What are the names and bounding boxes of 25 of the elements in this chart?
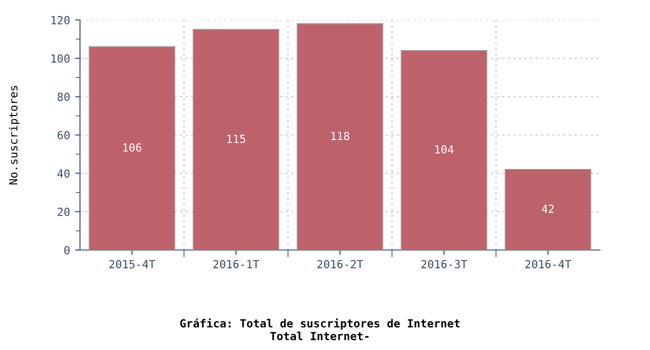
y-tick-label: 60 [58, 131, 70, 140]
y-axis-title: No.suscriptores [8, 86, 20, 184]
y-tick-label: 80 [58, 92, 70, 102]
data-label: 106 [123, 143, 142, 152]
x-tick-label: 2016-2T [317, 260, 364, 268]
y-tick-label: 100 [52, 54, 70, 63]
data-label: 42 [542, 204, 554, 213]
data-label: 118 [331, 132, 350, 140]
x-tick-label: 2016-3T [421, 260, 468, 268]
y-tick-label: 20 [58, 208, 70, 216]
data-label: 104 [435, 145, 454, 154]
data-label: 115 [227, 134, 246, 144]
x-tick-label: 2015-4T [109, 260, 156, 268]
bar [504, 168, 592, 250]
x-tick-label: 2016-4T [525, 260, 572, 268]
y-tick-label: 120 [52, 16, 70, 24]
text: Gráfica: Total de suscriptores de Internet [180, 318, 460, 330]
y-tick-label: 0 [64, 246, 70, 254]
bar [192, 29, 280, 250]
x-tick-label: 2016-1T [213, 260, 260, 268]
bar [400, 50, 488, 250]
bar [88, 46, 176, 250]
y-tick-label: 40 [57, 169, 70, 178]
text: Total Internet- [270, 332, 369, 340]
bar [296, 23, 384, 250]
